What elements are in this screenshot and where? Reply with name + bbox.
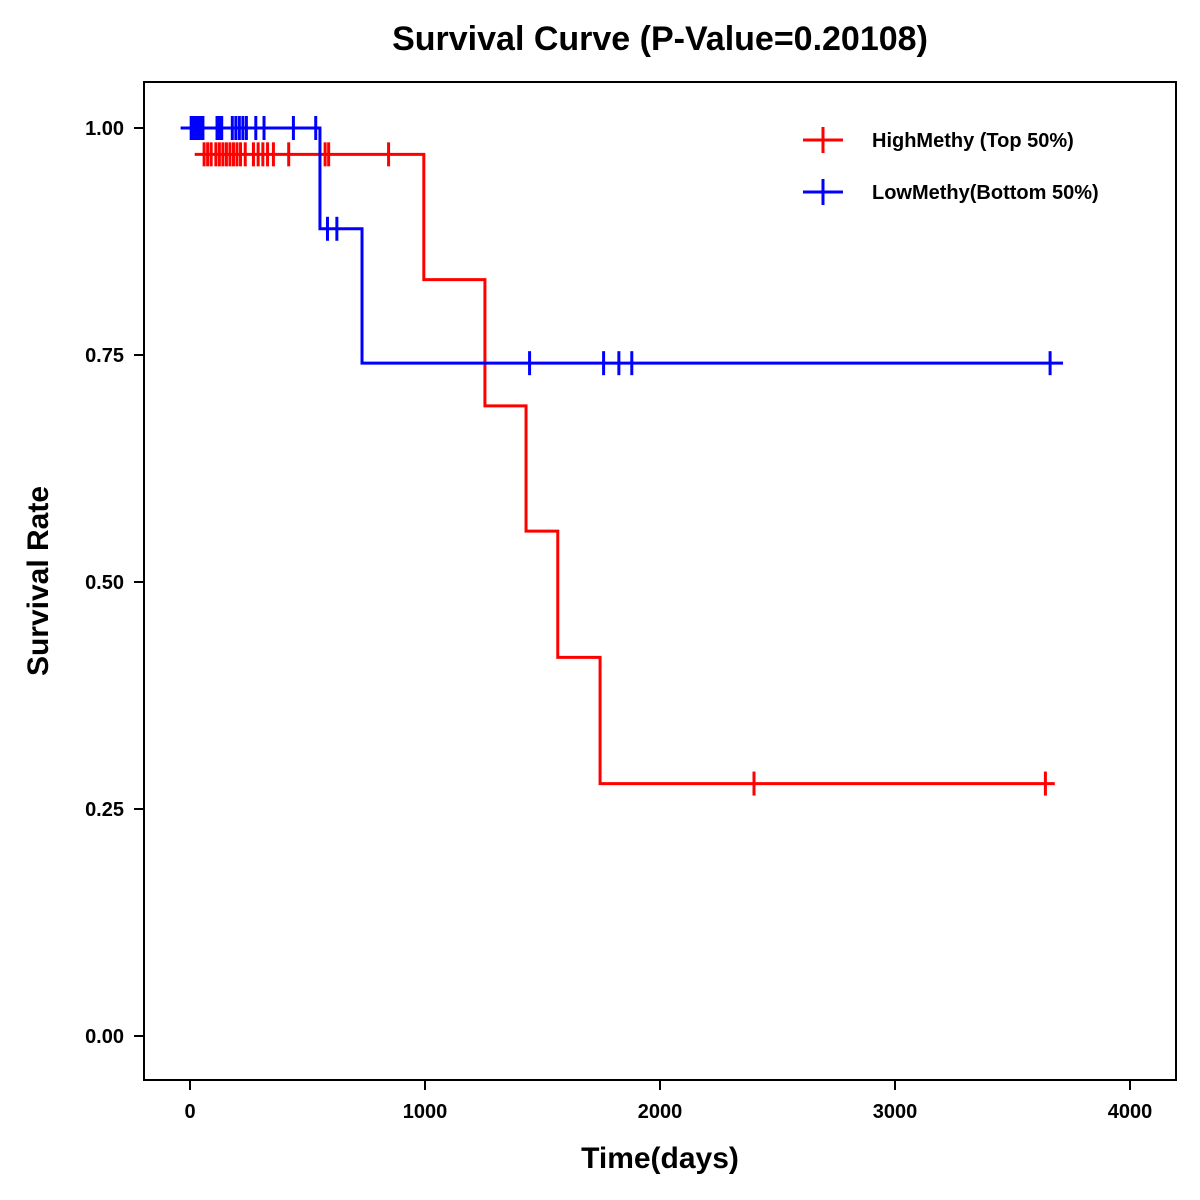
survival-curve-0 xyxy=(194,152,1055,786)
y-axis-label: Survival Rate xyxy=(22,486,55,676)
y-tick-label: 0.50 xyxy=(85,572,124,594)
legend: HighMethy (Top 50%) LowMethy(Bottom 50%) xyxy=(803,127,1099,205)
legend-label: LowMethy(Bottom 50%) xyxy=(872,182,1099,204)
x-tick-label: 3000 xyxy=(873,1101,918,1123)
y-tick-label: 0.75 xyxy=(85,345,124,367)
plot-panel xyxy=(143,81,1177,1081)
x-tick-label: 1000 xyxy=(403,1101,448,1123)
x-tick-label: 0 xyxy=(184,1101,195,1123)
survival-curve-1 xyxy=(180,126,1064,365)
y-tick-label: 0.00 xyxy=(85,1026,124,1048)
y-tick-label: 1.00 xyxy=(85,118,124,140)
x-tick-label: 4000 xyxy=(1108,1101,1153,1123)
x-axis-label: Time(days) xyxy=(581,1142,739,1175)
x-tick-label: 2000 xyxy=(638,1101,683,1123)
legend-label: HighMethy (Top 50%) xyxy=(872,130,1074,152)
chart-title: Survival Curve (P-Value=0.20108) xyxy=(392,20,928,58)
y-tick-label: 0.25 xyxy=(85,799,124,821)
